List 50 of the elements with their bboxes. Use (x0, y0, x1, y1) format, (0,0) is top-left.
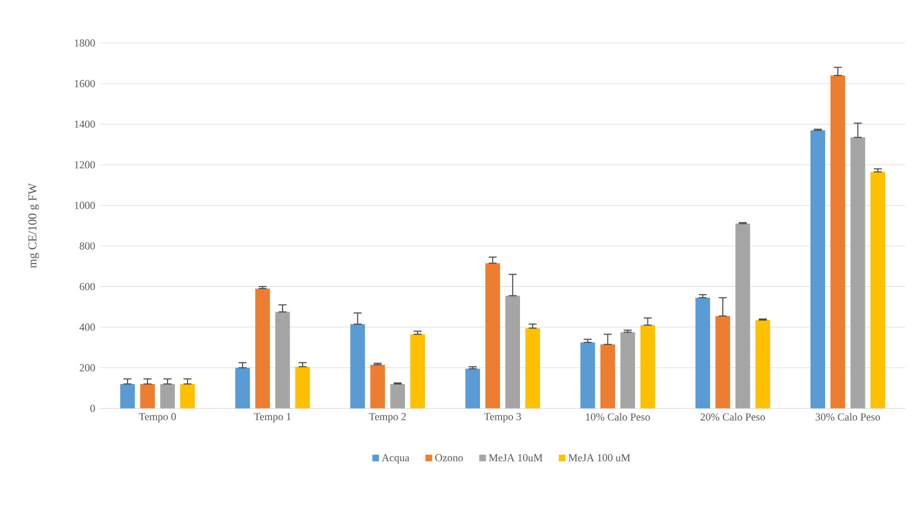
y-tick-label: 200 (80, 364, 95, 372)
bar (735, 224, 750, 408)
bar (485, 263, 500, 408)
y-tick-label: 400 (80, 324, 95, 331)
legend-label: MeJA 100 uM (568, 454, 630, 462)
y-tick-label: 1800 (74, 39, 95, 47)
y-tick-label: 600 (80, 282, 95, 290)
bar (255, 288, 270, 408)
bar (830, 75, 846, 408)
bar (850, 137, 866, 408)
bar (525, 328, 540, 408)
x-tick-label: Tempo 3 (484, 413, 521, 422)
bar (465, 368, 480, 408)
bar (140, 384, 155, 408)
y-tick-label: 1400 (74, 120, 95, 128)
bar (120, 384, 135, 408)
x-tick-label: Tempo 0 (138, 413, 176, 422)
bar (810, 130, 826, 408)
bar (505, 296, 520, 408)
y-tick-label: 0 (90, 404, 95, 412)
bar (620, 332, 636, 408)
x-tick-label: Tempo 2 (369, 413, 406, 422)
bar (275, 312, 290, 408)
y-tick-label: 1000 (74, 202, 95, 209)
y-tick-label: 1200 (74, 161, 95, 168)
legend-label: Acqua (382, 454, 410, 464)
x-tick-label: 30% Calo Peso (816, 413, 880, 421)
bar (160, 384, 175, 408)
bar (580, 342, 596, 408)
y-tick-label: 1600 (74, 80, 95, 88)
bar (350, 324, 365, 408)
x-tick-label: 20% Calo Peso (700, 413, 765, 421)
bar (235, 368, 250, 408)
bar (180, 384, 195, 408)
y-tick-label: 800 (80, 242, 95, 250)
bar (600, 344, 616, 408)
legend-label: MeJA 10uM (488, 454, 542, 462)
bar (640, 325, 656, 408)
bar (390, 384, 405, 408)
bar (295, 366, 310, 408)
x-tick-label: Tempo 1 (254, 413, 291, 422)
bar (755, 320, 770, 408)
y-axis-title: mg CE/100 g FW (28, 183, 39, 268)
x-tick-label: 10% Calo Peso (586, 413, 650, 421)
legend-label: Ozono (435, 454, 463, 462)
bar (410, 334, 425, 408)
bar (370, 364, 385, 408)
bar (695, 298, 710, 408)
bar (715, 316, 730, 408)
bar (870, 172, 886, 408)
